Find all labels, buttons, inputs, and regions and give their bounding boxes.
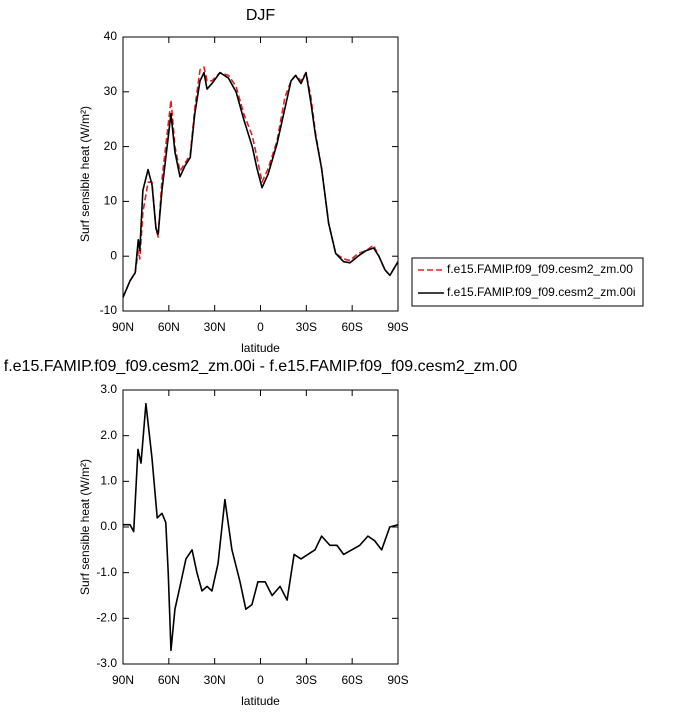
legend-box xyxy=(411,257,644,307)
y-axis-label: Surf sensible heat (W/m²) xyxy=(78,106,92,242)
x-tick-label: 60N xyxy=(158,673,180,687)
y-tick-label: 20 xyxy=(104,139,118,153)
chart-title: f.e15.FAMIP.f09_f09.cesm2_zm.00i - f.e15… xyxy=(4,358,518,375)
x-tick-label: 90S xyxy=(387,673,408,687)
x-tick-label: 30N xyxy=(204,320,226,334)
x-tick-label: 60N xyxy=(158,320,180,334)
y-tick-label: -3.0 xyxy=(96,656,117,670)
legend-label: f.e15.FAMIP.f09_f09.cesm2_zm.00 xyxy=(447,262,633,276)
y-tick-label: 0 xyxy=(110,248,117,262)
x-axis-label: latitude xyxy=(241,341,280,355)
x-axis-label: latitude xyxy=(241,694,280,708)
y-tick-label: -1.0 xyxy=(96,565,117,579)
y-tick-label: 10 xyxy=(104,194,118,208)
x-tick-label: 0 xyxy=(257,320,264,334)
series-line xyxy=(122,66,399,298)
x-tick-label: 90S xyxy=(387,320,408,334)
x-tick-label: 60S xyxy=(341,320,362,334)
y-tick-label: 2.0 xyxy=(100,428,117,442)
x-tick-label: 30S xyxy=(296,673,317,687)
difference-line xyxy=(123,402,399,652)
y-tick-label: 3.0 xyxy=(100,382,117,396)
y-tick-label: 30 xyxy=(104,84,118,98)
x-tick-label: 60S xyxy=(341,673,362,687)
y-tick-label: 0.0 xyxy=(100,519,117,533)
chart-title: DJF xyxy=(246,7,276,24)
y-tick-label: -2.0 xyxy=(96,611,117,625)
x-tick-label: 30S xyxy=(296,320,317,334)
series-line xyxy=(122,71,399,298)
x-tick-label: 90N xyxy=(112,673,134,687)
x-tick-label: 30N xyxy=(204,673,226,687)
y-tick-label: -10 xyxy=(100,303,118,317)
x-tick-label: 0 xyxy=(257,673,264,687)
x-tick-label: 90N xyxy=(112,320,134,334)
y-tick-label: 1.0 xyxy=(100,474,117,488)
y-tick-label: 40 xyxy=(104,29,118,43)
y-axis-label: Surf sensible heat (W/m²) xyxy=(78,459,92,595)
plot-frame xyxy=(122,389,399,665)
legend-label: f.e15.FAMIP.f09_f09.cesm2_zm.00i xyxy=(447,285,636,299)
